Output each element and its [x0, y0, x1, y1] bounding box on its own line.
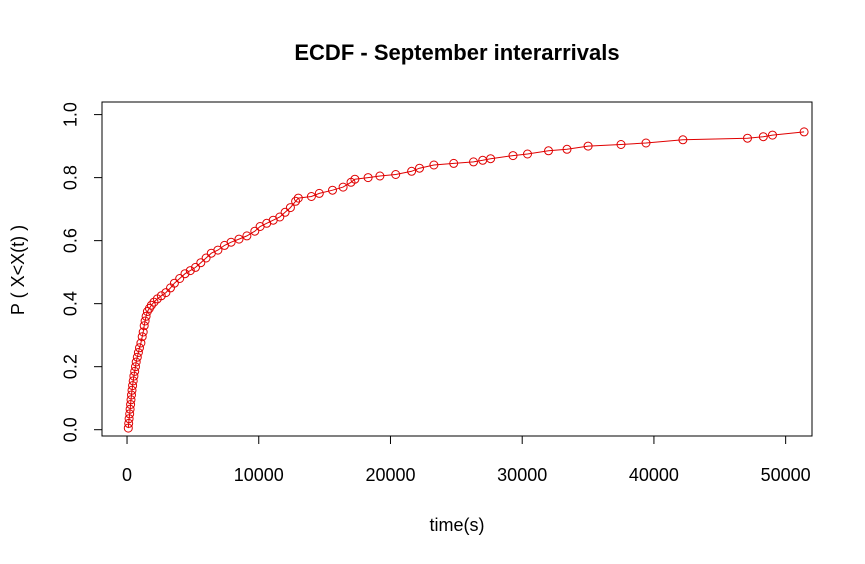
- x-tick-label: 10000: [234, 465, 284, 485]
- data-point: [486, 154, 496, 164]
- x-axis-label: time(s): [430, 515, 485, 535]
- data-point: [161, 288, 171, 298]
- data-point: [429, 160, 439, 170]
- data-point: [285, 203, 295, 213]
- data-point: [350, 174, 360, 184]
- data-point: [508, 151, 518, 161]
- data-point: [156, 291, 166, 301]
- y-axis: 0.0 0.2 0.4 0.6 0.8 1.0: [61, 102, 103, 442]
- x-tick-label: 40000: [629, 465, 679, 485]
- data-point: [131, 362, 140, 372]
- x-tick-label: 50000: [761, 465, 811, 485]
- data-point: [641, 138, 651, 148]
- x-tick-label: 0: [122, 465, 132, 485]
- data-point: [131, 357, 141, 367]
- data-point: [129, 371, 139, 381]
- x-tick-label: 30000: [497, 465, 547, 485]
- data-point: [175, 274, 185, 283]
- data-point: [678, 135, 688, 145]
- data-point: [306, 192, 316, 201]
- ecdf-series: [123, 127, 809, 433]
- data-point: [328, 185, 337, 195]
- data-point: [126, 400, 136, 409]
- data-point: [130, 366, 140, 376]
- data-point: [125, 409, 135, 419]
- y-tick-label: 0.0: [61, 417, 81, 442]
- data-point: [126, 395, 136, 405]
- data-point: [616, 140, 626, 149]
- x-tick-label: 20000: [365, 465, 415, 485]
- y-axis-label: P ( X<X(t) ): [8, 225, 28, 315]
- plot-area-frame: [101, 101, 813, 437]
- data-point: [141, 311, 151, 321]
- data-point: [758, 132, 768, 142]
- data-point: [407, 166, 417, 176]
- data-point: [128, 376, 138, 386]
- data-point: [139, 321, 149, 331]
- data-point: [242, 231, 252, 241]
- data-point: [123, 423, 133, 433]
- data-point: [391, 170, 401, 179]
- data-point: [185, 266, 195, 276]
- x-axis: 0 10000 20000 30000 40000 50000: [122, 435, 811, 485]
- data-point: [314, 188, 324, 198]
- data-point: [138, 327, 148, 337]
- data-point: [280, 207, 290, 217]
- data-point: [146, 300, 156, 310]
- data-point: [180, 269, 190, 279]
- data-point: [562, 144, 572, 154]
- data-point: [127, 390, 136, 400]
- data-point: [226, 237, 236, 247]
- data-point: [469, 157, 478, 167]
- data-point: [338, 182, 348, 192]
- data-point: [133, 348, 143, 357]
- data-point: [124, 418, 134, 428]
- data-point: [275, 212, 285, 222]
- data-point: [523, 149, 532, 159]
- data-point: [415, 163, 424, 173]
- y-tick-label: 0.4: [61, 291, 81, 316]
- data-point: [191, 262, 200, 272]
- series-line: [127, 131, 805, 429]
- data-point: [291, 196, 301, 206]
- data-point: [768, 130, 777, 140]
- data-point: [293, 193, 303, 203]
- data-point: [250, 226, 260, 236]
- data-point: [135, 343, 144, 353]
- data-point: [128, 381, 138, 391]
- y-tick-label: 0.2: [61, 354, 81, 379]
- chart-title: ECDF - September interarrivals: [294, 40, 619, 65]
- data-point: [140, 316, 150, 326]
- data-point: [743, 133, 752, 143]
- data-point: [799, 127, 809, 137]
- data-point: [583, 141, 593, 151]
- data-point: [149, 297, 159, 307]
- data-point: [201, 253, 211, 263]
- data-point: [137, 332, 147, 342]
- data-point: [169, 278, 179, 288]
- data-point: [213, 245, 223, 255]
- data-point: [363, 173, 373, 183]
- data-point: [196, 258, 206, 268]
- data-point: [132, 352, 142, 362]
- data-point: [234, 234, 244, 244]
- data-point: [375, 171, 385, 181]
- y-tick-label: 1.0: [61, 102, 81, 127]
- data-point: [544, 146, 553, 156]
- data-point: [124, 414, 134, 424]
- data-point: [136, 338, 146, 348]
- data-point: [449, 158, 459, 168]
- y-tick-label: 0.8: [61, 165, 81, 190]
- y-tick-label: 0.6: [61, 228, 81, 253]
- data-point: [127, 385, 137, 395]
- data-point: [125, 404, 135, 414]
